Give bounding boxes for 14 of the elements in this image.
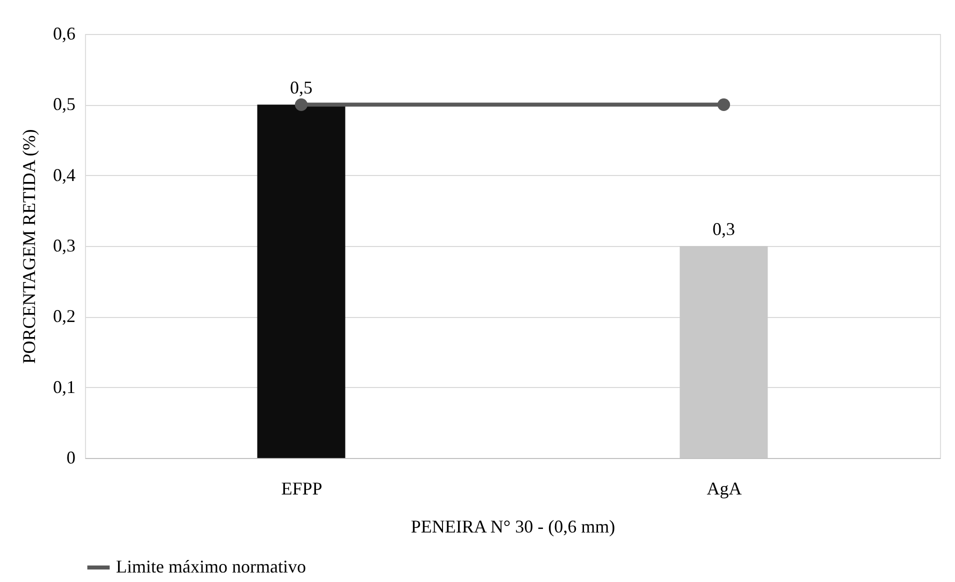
data-label: 0,3	[712, 219, 735, 239]
y-tick-label: 0,3	[53, 236, 76, 256]
y-tick-label: 0	[66, 448, 76, 468]
legend-label: Limite máximo normativo	[116, 556, 306, 576]
data-label: 0,5	[290, 78, 312, 98]
y-tick-label: 0,4	[53, 164, 76, 185]
x-axis-title: PENEIRA N° 30 - (0,6 mm)	[410, 516, 616, 536]
y-tick-label: 0,1	[53, 376, 76, 397]
y-tick-label: 0,2	[53, 306, 76, 326]
y-tick-label: 0,5	[53, 94, 76, 114]
x-tick-label: EFPP	[281, 478, 322, 498]
x-tick-label: AgA	[706, 478, 742, 498]
y-tick-label: 0,6	[53, 24, 76, 44]
y-axis-title: PORCENTAGEM RETIDA (%)	[19, 129, 39, 364]
